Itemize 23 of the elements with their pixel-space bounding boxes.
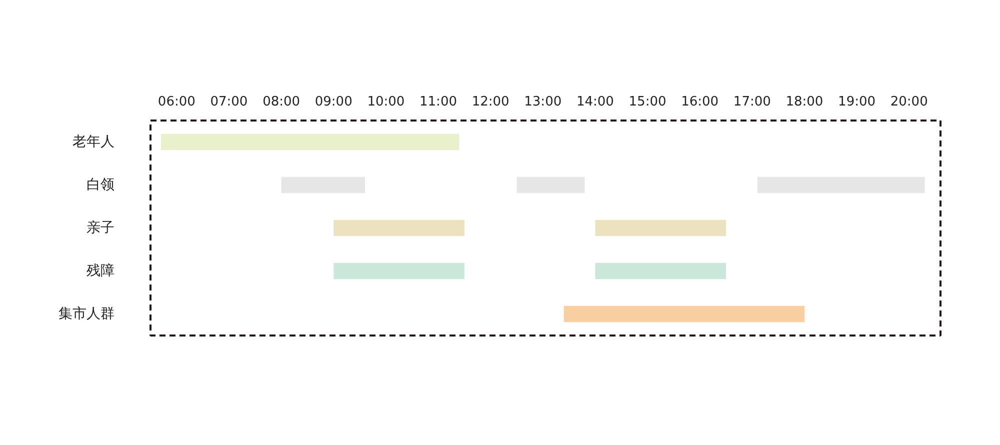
x-tick-label: 16:00 xyxy=(681,94,719,110)
x-tick-label: 19:00 xyxy=(838,94,876,110)
y-tick-label: 集市人群 xyxy=(58,306,114,322)
x-tick-label: 17:00 xyxy=(733,94,771,110)
bar xyxy=(757,176,925,194)
x-tick-label: 12:00 xyxy=(472,94,510,110)
x-tick-label: 08:00 xyxy=(262,94,300,110)
bar xyxy=(564,306,804,322)
x-tick-label: 18:00 xyxy=(786,94,824,110)
x-tick-label: 13:00 xyxy=(524,94,562,110)
y-tick-label: 亲子 xyxy=(86,220,114,236)
x-tick-label: 14:00 xyxy=(576,94,614,110)
x-tick-label: 10:00 xyxy=(367,94,405,110)
x-tick-label: 06:00 xyxy=(158,94,196,110)
bar xyxy=(160,134,460,150)
y-tick-label: 残障 xyxy=(86,263,114,279)
x-tick-label: 07:00 xyxy=(210,94,248,110)
x-tick-label: 15:00 xyxy=(628,94,666,110)
x-tick-label: 09:00 xyxy=(314,94,352,110)
y-tick-label: 白领 xyxy=(86,177,114,193)
x-tick-label: 11:00 xyxy=(420,94,457,110)
y-tick-label: 老年人 xyxy=(72,134,114,150)
x-tick-label: 20:00 xyxy=(890,94,928,110)
